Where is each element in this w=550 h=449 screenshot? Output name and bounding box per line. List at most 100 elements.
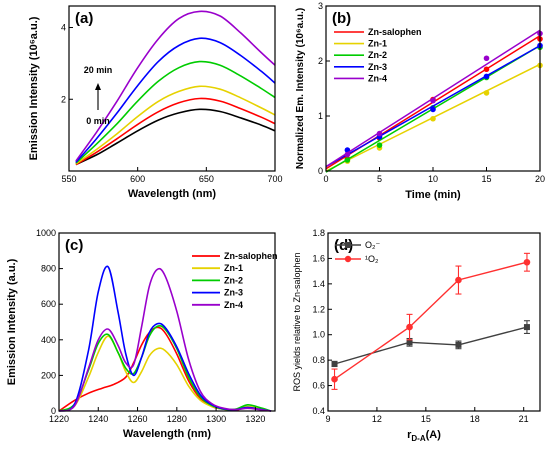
data-point-3 — [430, 106, 436, 113]
x-tick-label: 1280 — [167, 414, 187, 424]
x-tick-label: 550 — [61, 174, 76, 184]
data-point-0 — [331, 360, 338, 367]
x-tick-label: 1260 — [128, 414, 148, 424]
legend-marker-0 — [345, 242, 351, 248]
x-axis-label: rD-A(A) — [407, 429, 441, 443]
plot-frame — [68, 5, 276, 172]
x-tick-label: 18 — [470, 414, 480, 424]
y-tick-label: 1.2 — [312, 304, 325, 314]
legend-label-1: ¹O₂ — [365, 254, 379, 264]
y-tick-label: 0.8 — [312, 355, 325, 365]
data-point-1 — [331, 375, 338, 383]
y-tick-label: 1000 — [36, 228, 56, 238]
data-point-0 — [406, 339, 413, 346]
fit-line-3 — [325, 44, 541, 168]
y-tick-label: 0.6 — [312, 381, 325, 391]
legend-label-1: Zn-1 — [368, 39, 387, 49]
series-line-5 — [75, 10, 276, 162]
data-point-4 — [376, 130, 383, 137]
series-line-1 — [334, 261, 528, 380]
data-point-1 — [483, 90, 490, 96]
legend-label-4: Zn-4 — [224, 300, 243, 310]
x-tick-label: 650 — [199, 174, 214, 184]
panel-label: (a) — [75, 10, 93, 27]
legend-label-3: Zn-3 — [368, 62, 387, 72]
data-point-3 — [483, 73, 490, 80]
legend-label-2: Zn-2 — [368, 50, 387, 60]
data-point-2 — [376, 142, 383, 148]
data-point-4 — [344, 151, 351, 158]
data-point-0 — [455, 341, 462, 348]
x-tick-label: 1240 — [88, 414, 108, 424]
legend-label-0: Zn-salophen — [224, 251, 278, 261]
x-tick-label: 0 — [323, 174, 328, 184]
plot-frame — [58, 232, 276, 412]
x-axis-label: Wavelength (nm) — [123, 428, 212, 440]
data-point-1 — [406, 323, 413, 331]
x-tick-label: 15 — [481, 174, 491, 184]
series-line-3 — [75, 60, 276, 164]
y-axis-label: ROS yields relative to Zn-salophen — [292, 252, 302, 391]
series-line-4 — [58, 267, 272, 412]
x-tick-label: 700 — [267, 174, 282, 184]
legend-label-0: O₂⁻ — [365, 240, 380, 250]
y-tick-label: 1.8 — [312, 228, 325, 238]
y-tick-label: 0 — [318, 166, 323, 176]
y-tick-label: 400 — [41, 335, 56, 345]
x-tick-label: 5 — [377, 174, 382, 184]
x-tick-label: 12 — [372, 414, 382, 424]
x-tick-label: 10 — [428, 174, 438, 184]
y-tick-label: 4 — [61, 23, 66, 33]
legend-label-0: Zn-salophen — [368, 27, 422, 37]
y-axis-label: Emission Intensity (a.u.) — [6, 258, 18, 385]
y-tick-label: 0 — [51, 406, 56, 416]
data-point-1 — [455, 276, 462, 284]
x-axis-label: Time (min) — [405, 189, 461, 201]
y-axis-label: Normalized Em. Intensity (10⁶a.u.) — [295, 8, 306, 169]
y-tick-label: 2 — [61, 94, 66, 104]
x-tick-label: 21 — [519, 414, 529, 424]
series-line-1 — [75, 97, 276, 166]
series-line-2 — [75, 85, 276, 165]
data-point-4 — [483, 55, 490, 62]
panel-label: (b) — [332, 10, 351, 27]
y-tick-label: 2 — [318, 56, 323, 66]
legend-label-4: Zn-4 — [368, 73, 387, 83]
x-tick-label: 1220 — [49, 414, 69, 424]
legend-label-3: Zn-3 — [224, 288, 243, 298]
legend-label-1: Zn-1 — [224, 263, 243, 273]
x-tick-label: 20 — [535, 174, 545, 184]
data-point-1 — [430, 115, 436, 122]
data-point-0 — [523, 324, 530, 331]
annotation-top: 20 min — [84, 65, 113, 75]
y-tick-label: 1.6 — [312, 253, 325, 263]
y-tick-label: 1.0 — [312, 330, 325, 340]
plot-frame — [327, 232, 541, 412]
series-line-0 — [75, 108, 276, 166]
x-tick-label: 9 — [325, 414, 330, 424]
legend-marker-1 — [344, 255, 352, 263]
y-tick-label: 1 — [318, 111, 323, 121]
panel-label: (c) — [65, 237, 83, 254]
x-tick-label: 600 — [130, 174, 145, 184]
series-line-1 — [58, 335, 272, 412]
y-tick-label: 600 — [41, 299, 56, 309]
x-axis-label-subscript: D-A — [411, 434, 425, 443]
y-tick-label: 3 — [318, 1, 323, 11]
x-axis-label-main: r — [407, 429, 412, 441]
x-axis-label: Wavelength (nm) — [128, 188, 217, 200]
y-tick-label: 0.4 — [312, 406, 325, 416]
legend-label-2: Zn-2 — [224, 275, 243, 285]
x-tick-label: 1320 — [245, 414, 265, 424]
annotation-bottom: 0 min — [86, 116, 110, 126]
y-tick-label: 800 — [41, 264, 56, 274]
data-point-4 — [430, 97, 436, 104]
data-point-0 — [483, 66, 490, 73]
series-line-4 — [75, 37, 276, 163]
data-point-2 — [344, 157, 351, 163]
y-tick-label: 200 — [41, 370, 56, 380]
x-tick-label: 15 — [421, 414, 431, 424]
y-axis-label: Emission Intensity (10⁶a.u.) — [28, 16, 40, 160]
y-tick-label: 1.4 — [312, 279, 325, 289]
